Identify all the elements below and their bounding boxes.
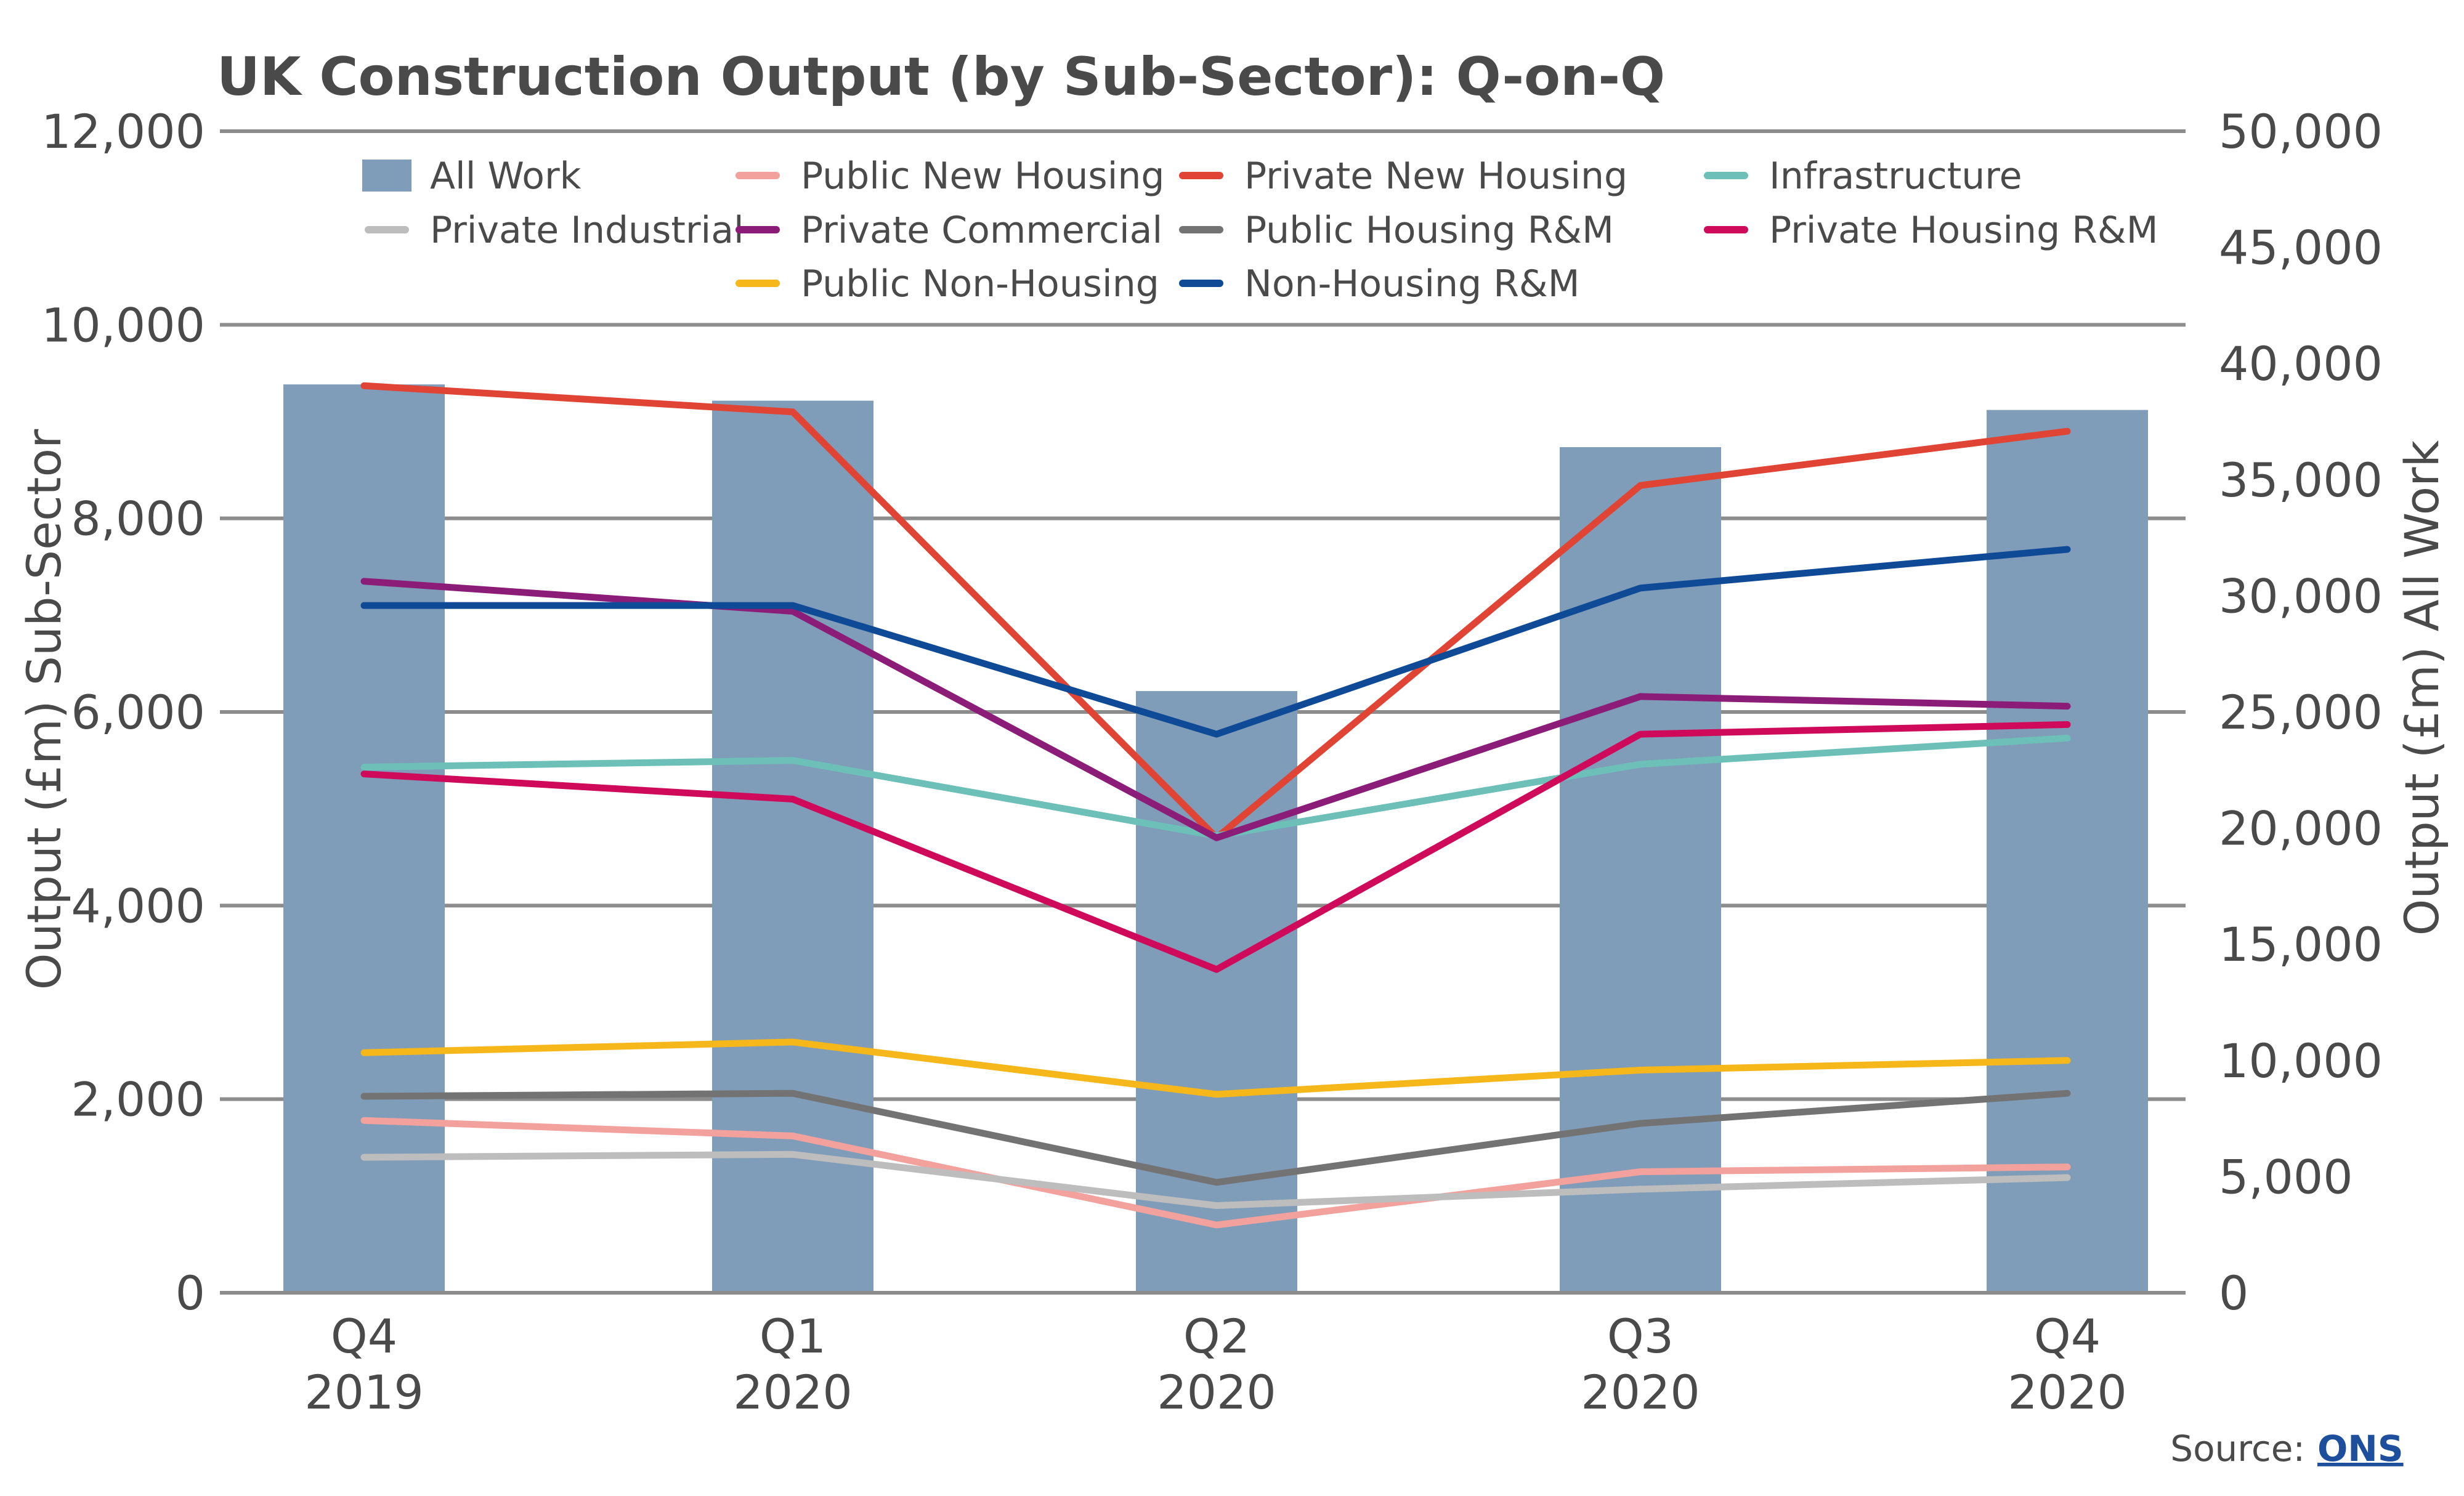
left-tick-label: 10,000 <box>41 297 205 352</box>
legend-item-private-new-housing: Private New Housing <box>1179 155 1627 198</box>
source-link-ons[interactable]: ONS <box>2317 1428 2404 1470</box>
legend-label: Non-Housing R&M <box>1244 262 1579 305</box>
legend-item-public-non-housing: Public Non-Housing <box>736 262 1159 305</box>
legend-item-all-work: All Work <box>362 155 582 198</box>
legend-label: Infrastructure <box>1769 155 2022 198</box>
legend-label: Public New Housing <box>801 155 1164 198</box>
x-tick-year: 2019 <box>304 1365 423 1420</box>
right-tick-label: 10,000 <box>2219 1033 2383 1088</box>
right-tick-label: 25,000 <box>2219 685 2383 740</box>
left-tick-label: 2,000 <box>71 1072 205 1127</box>
line-public-non-housing <box>360 1038 2071 1098</box>
line-series-group <box>360 382 2071 1229</box>
line-public-new-housing <box>360 1117 2071 1229</box>
right-axis-ticks: 0 5,000 10,000 15,000 20,000 25,000 30,000 35,0… <box>2219 104 2383 1320</box>
legend-item-private-housing-randm: Private Housing R&M <box>1704 209 2158 252</box>
legend-swatch <box>362 160 411 192</box>
x-tick-quarter: Q1 <box>760 1309 826 1364</box>
right-tick-label: 35,000 <box>2219 453 2383 507</box>
legend-label: All Work <box>430 155 582 198</box>
source-label: Source: <box>2170 1428 2305 1470</box>
chart-title: UK Construction Output (by Sub-Sector): … <box>217 46 1665 108</box>
legend-label: Private Housing R&M <box>1769 209 2158 252</box>
left-axis-label: Output (£m) Sub-Sector <box>17 429 71 990</box>
legend-item-non-housing-randm: Non-Housing R&M <box>1179 262 1579 305</box>
legend: All Work Public New Housing Private New Ho… <box>362 155 2158 305</box>
left-tick-label: 0 <box>176 1266 205 1320</box>
legend-item-public-housing-randm: Public Housing R&M <box>1179 209 1614 252</box>
left-tick-label: 6,000 <box>71 685 205 740</box>
bar-all-work <box>1560 447 1721 1293</box>
left-axis-ticks: 0 2,000 4,000 6,000 8,000 10,000 12,000 <box>41 104 205 1320</box>
x-tick-quarter: Q4 <box>331 1309 397 1364</box>
legend-item-private-industrial: Private Industrial <box>365 209 744 252</box>
right-tick-label: 0 <box>2219 1266 2248 1320</box>
right-tick-label: 30,000 <box>2219 568 2383 623</box>
right-tick-label: 5,000 <box>2219 1149 2353 1204</box>
right-tick-label: 45,000 <box>2219 220 2383 275</box>
right-tick-label: 40,000 <box>2219 336 2383 391</box>
line-non-housing-randm <box>360 546 2071 738</box>
legend-label: Private Commercial <box>801 209 1162 252</box>
right-tick-label: 50,000 <box>2219 104 2383 159</box>
legend-item-infrastructure: Infrastructure <box>1704 155 2022 198</box>
x-tick-year: 2020 <box>1157 1365 1276 1420</box>
x-tick-year: 2020 <box>733 1365 852 1420</box>
left-tick-label: 4,000 <box>71 878 205 933</box>
right-tick-label: 20,000 <box>2219 801 2383 856</box>
line-private-housing-randm <box>360 721 2071 973</box>
x-tick-quarter: Q3 <box>1607 1309 1674 1364</box>
legend-label: Private New Housing <box>1244 155 1627 198</box>
source-note: Source: ONS <box>2170 1428 2403 1470</box>
right-axis-label: Output (£m) All Work <box>2394 440 2449 936</box>
bar-all-work <box>283 384 445 1293</box>
legend-label: Public Housing R&M <box>1244 209 1614 252</box>
x-tick-quarter: Q4 <box>2034 1309 2101 1364</box>
x-tick-quarter: Q2 <box>1183 1309 1250 1364</box>
legend-label: Public Non-Housing <box>801 262 1159 305</box>
line-public-housing-randm <box>360 1090 2071 1186</box>
legend-item-public-new-housing: Public New Housing <box>736 155 1164 198</box>
legend-label: Private Industrial <box>430 209 744 252</box>
x-tick-year: 2020 <box>2008 1365 2126 1420</box>
legend-item-private-commercial: Private Commercial <box>736 209 1162 252</box>
bar-all-work <box>1987 410 2148 1293</box>
right-tick-label: 15,000 <box>2219 917 2383 972</box>
left-tick-label: 12,000 <box>41 104 205 159</box>
line-private-industrial <box>360 1150 2071 1209</box>
left-tick-label: 8,000 <box>71 491 205 546</box>
line-private-commercial <box>360 578 2071 841</box>
x-tick-year: 2020 <box>1581 1365 1700 1420</box>
